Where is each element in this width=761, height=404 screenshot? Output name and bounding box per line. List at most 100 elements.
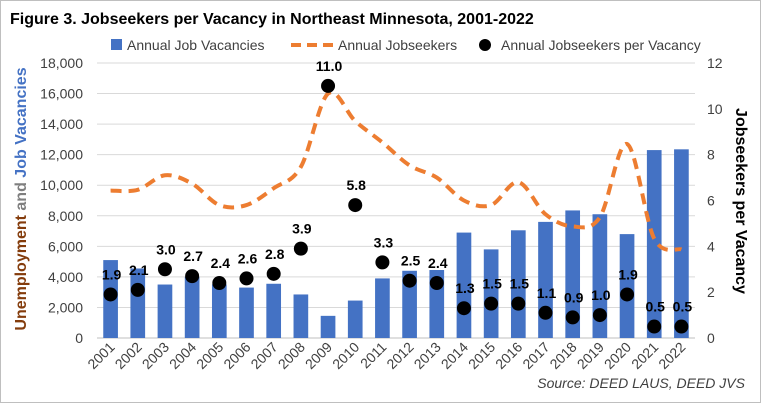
ratio-label-2020: 1.9 <box>618 266 638 282</box>
left-axis-label: Unemployment and Job Vacancies <box>13 67 30 330</box>
bar-2022 <box>674 149 689 338</box>
legend-swatch-bars <box>111 39 122 50</box>
chart-title: Figure 3. Jobseekers per Vacancy in Nort… <box>10 11 534 28</box>
bar-2007 <box>266 283 282 338</box>
left-axis-ticks: 0 2,000 4,000 6,000 8,000 10,000 12,000 14,000 1… <box>40 55 83 346</box>
ratio-label-2018: 0.9 <box>564 289 584 305</box>
x-tick-label: 2012 <box>383 339 416 372</box>
ratio-label-2005: 2.4 <box>211 255 231 271</box>
ratio-label-2010: 5.8 <box>346 177 366 193</box>
bar-2016 <box>510 230 526 338</box>
left-tick-label: 10,000 <box>40 177 83 193</box>
ratio-label-2012: 2.5 <box>401 253 421 269</box>
bar-2009 <box>320 315 336 338</box>
ratio-point-2003 <box>157 262 172 277</box>
ratio-point-2002 <box>130 282 145 297</box>
legend: Annual Job Vacancies Annual Jobseekers Ann… <box>111 37 701 53</box>
ratio-label-2017: 1.1 <box>537 285 557 301</box>
bar-2017 <box>538 221 553 338</box>
ratio-point-2011 <box>375 255 390 270</box>
bar-2005 <box>211 284 227 338</box>
legend-label-bars: Annual Job Vacancies <box>127 37 265 53</box>
right-tick-label: 4 <box>707 238 715 254</box>
bar-2002 <box>130 268 146 338</box>
right-tick-label: 10 <box>707 101 723 117</box>
ratio-label-2014: 1.3 <box>455 280 475 296</box>
ratio-label-2011: 3.3 <box>374 234 394 250</box>
ratio-point-2019 <box>592 308 607 323</box>
ratio-point-2008 <box>293 241 308 256</box>
x-tick-label: 2021 <box>628 339 661 372</box>
bar-2021 <box>646 150 662 338</box>
bar-2006 <box>239 287 254 338</box>
left-tick-label: 2,000 <box>48 299 83 315</box>
x-tick-label: 2022 <box>655 339 688 372</box>
ratio-point-2021 <box>647 319 662 334</box>
bar-2010 <box>347 300 363 338</box>
bar-2015 <box>483 249 499 338</box>
right-tick-label: 0 <box>707 330 715 346</box>
bar-2019 <box>592 214 608 338</box>
x-tick-label: 2014 <box>438 339 471 372</box>
x-tick-label: 2009 <box>302 339 335 372</box>
right-tick-label: 2 <box>707 284 715 300</box>
ratio-point-2015 <box>484 296 499 311</box>
x-tick-label: 2017 <box>519 339 552 372</box>
left-axis-label-part-job-vacancies: Job Vacancies <box>13 67 30 177</box>
ratio-label-2013: 2.4 <box>428 255 448 271</box>
ratio-point-2004 <box>185 269 200 284</box>
right-tick-label: 12 <box>707 55 723 71</box>
x-tick-label: 2003 <box>139 339 172 372</box>
ratio-label-2002: 2.1 <box>129 262 149 278</box>
bar-2008 <box>293 294 309 338</box>
ratio-point-2014 <box>456 301 471 316</box>
bar-2011 <box>375 278 390 338</box>
ratio-point-2007 <box>266 266 281 281</box>
ratio-label-2015: 1.5 <box>482 276 502 292</box>
left-tick-label: 0 <box>75 330 83 346</box>
ratio-point-2020 <box>620 287 635 302</box>
x-tick-label: 2002 <box>112 339 145 372</box>
x-tick-label: 2020 <box>601 339 634 372</box>
ratio-point-2017 <box>538 305 553 320</box>
legend-label-scatter: Annual Jobseekers per Vacancy <box>501 37 701 53</box>
x-tick-label: 2005 <box>193 339 226 372</box>
line-series-jobseekers <box>110 90 683 252</box>
legend-label-line: Annual Jobseekers <box>338 37 457 53</box>
ratio-point-2006 <box>239 271 254 286</box>
ratio-label-2001: 1.9 <box>102 266 122 282</box>
ratio-point-2013 <box>429 276 444 290</box>
left-tick-label: 18,000 <box>40 55 83 71</box>
right-tick-label: 8 <box>707 147 715 163</box>
data-labels: 1.9 2.1 3.0 2.7 2.4 2.6 2.8 3.9 11.0 5.8 3.3 2.5 2.4… <box>102 58 692 315</box>
scatter-series-jobseekers-per-vacancy <box>103 78 689 334</box>
ratio-point-2005 <box>212 276 227 290</box>
left-tick-label: 8,000 <box>48 208 83 224</box>
left-tick-label: 16,000 <box>40 86 83 102</box>
right-axis-label: Jobseekers per Vacancy <box>732 108 749 294</box>
ratio-label-2003: 3.0 <box>156 241 176 257</box>
ratio-label-2004: 2.7 <box>183 248 203 264</box>
x-tick-label: 2006 <box>220 339 253 372</box>
x-tick-label: 2010 <box>329 339 362 372</box>
ratio-point-2022 <box>674 319 689 334</box>
left-axis-label-part-unemployment: Unemployment <box>13 214 30 330</box>
ratio-label-2007: 2.8 <box>265 246 285 262</box>
left-tick-label: 4,000 <box>48 269 83 285</box>
x-tick-label: 2015 <box>465 339 498 372</box>
x-tick-label: 2016 <box>492 339 525 372</box>
ratio-point-2016 <box>511 296 526 311</box>
ratio-point-2001 <box>103 287 118 302</box>
bar-2018 <box>565 210 581 338</box>
right-axis-ticks: 0 2 4 6 8 10 12 <box>707 55 723 346</box>
bar-2020 <box>619 234 635 338</box>
left-axis-label-part-and: and <box>13 178 30 215</box>
x-tick-label: 2011 <box>357 339 390 372</box>
x-tick-label: 2013 <box>411 339 444 372</box>
ratio-label-2006: 2.6 <box>238 250 258 266</box>
x-tick-label: 2018 <box>546 339 579 372</box>
x-tick-label: 2004 <box>166 339 199 372</box>
left-tick-label: 6,000 <box>48 238 83 254</box>
